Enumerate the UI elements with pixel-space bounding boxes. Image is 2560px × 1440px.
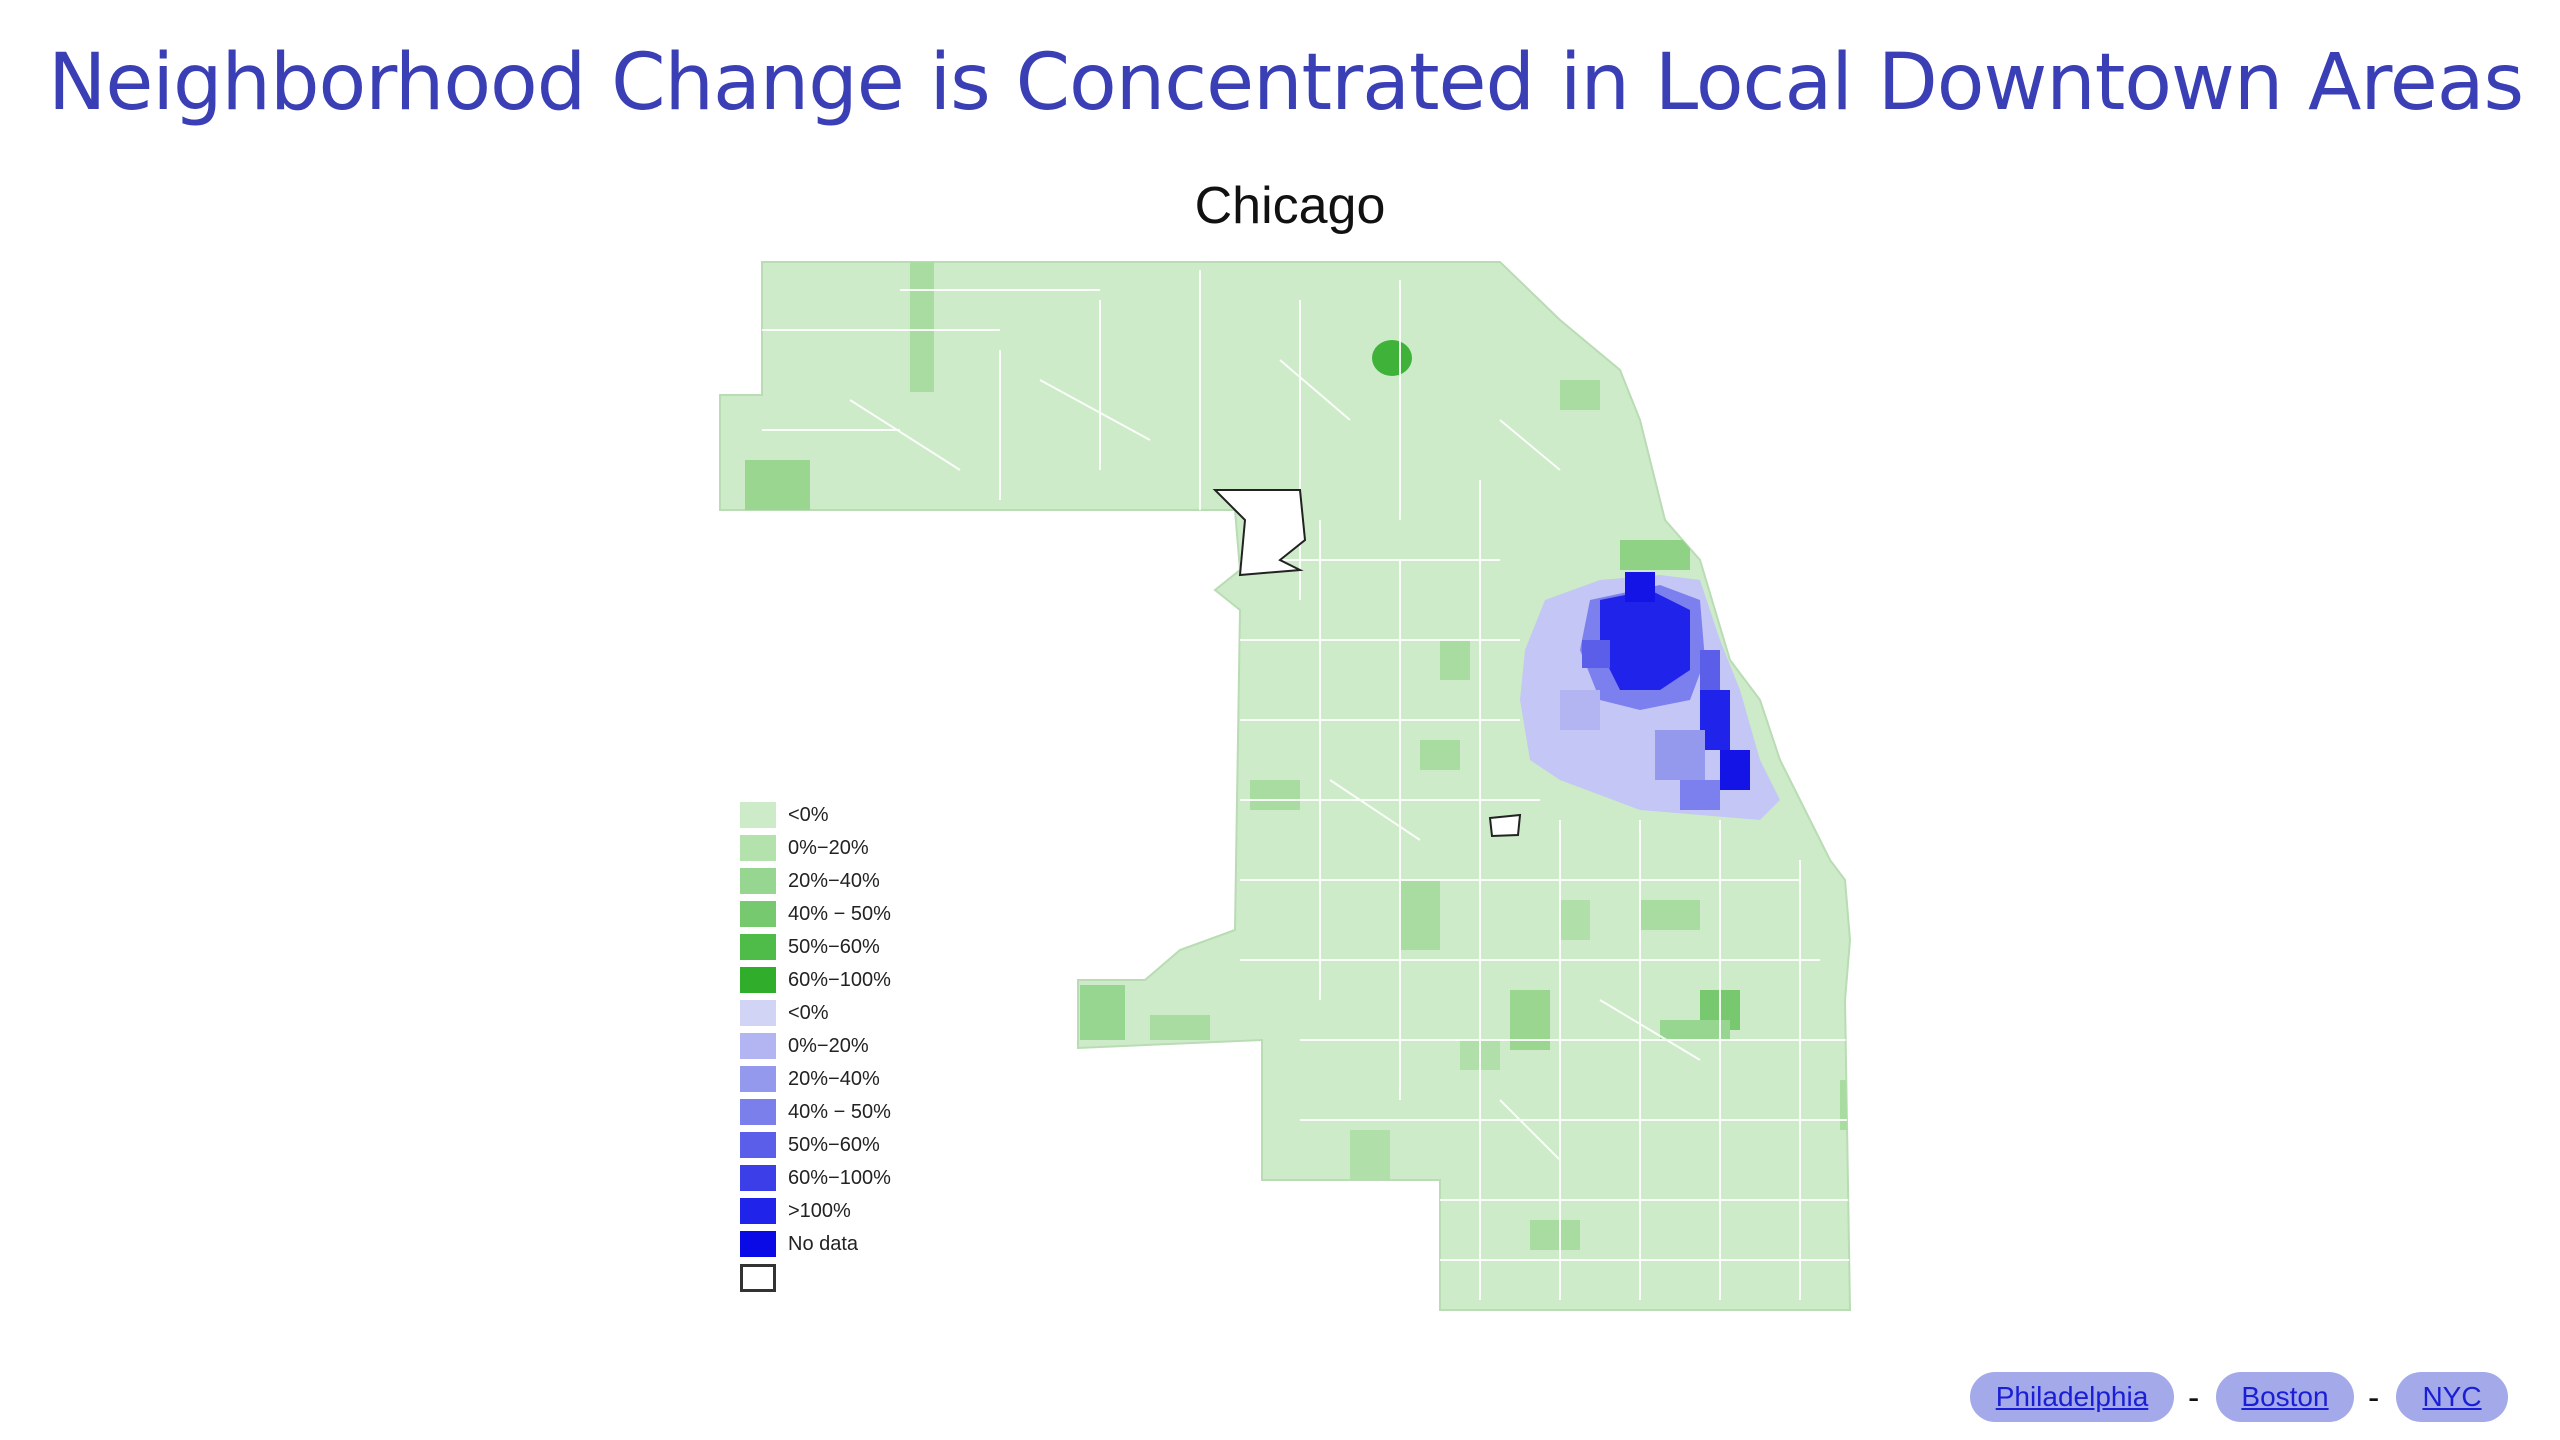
legend-item: <0% (740, 1000, 980, 1033)
legend-label: 20%−40% (788, 870, 880, 892)
legend-nodata-swatch (740, 1264, 776, 1292)
legend-label: No data (788, 1233, 859, 1255)
nav-separator: - (2188, 1379, 2200, 1417)
legend-item: 40% − 50% (740, 1099, 980, 1132)
legend-item: 50%−60% (740, 1132, 980, 1165)
legend-item: 60%−100% (740, 1165, 980, 1198)
legend-swatch (740, 934, 776, 960)
legend-label: 40% − 50% (788, 903, 891, 925)
legend-swatch (740, 1165, 776, 1191)
legend-swatch (740, 1066, 776, 1092)
excluded-area-south (1488, 813, 1522, 838)
legend-label: 20%−40% (788, 1068, 880, 1090)
legend-label: 60%−100% (788, 969, 891, 991)
legend-item: >100% (740, 1198, 980, 1231)
link-philadelphia[interactable]: Philadelphia (1970, 1372, 2174, 1422)
legend-item: 0%−20% (740, 1033, 980, 1066)
legend-swatch (740, 967, 776, 993)
nav-separator: - (2368, 1379, 2380, 1417)
link-nyc[interactable]: NYC (2396, 1372, 2508, 1422)
tract-boundaries (762, 270, 1850, 1300)
legend-item: 20%−40% (740, 1066, 980, 1099)
legend-item: 40% − 50% (740, 901, 980, 934)
legend-swatch (740, 1132, 776, 1158)
legend-swatch (740, 1033, 776, 1059)
slide-title: Neighborhood Change is Concentrated in L… (48, 38, 2524, 128)
legend-label: 50%−60% (788, 936, 880, 958)
legend-label: <0% (788, 1002, 829, 1024)
legend-label: 60%−100% (788, 1167, 891, 1189)
legend-label: 40% − 50% (788, 1101, 891, 1123)
legend-label: <0% (788, 804, 829, 826)
legend-swatch (740, 1000, 776, 1026)
map-title: Chicago (1194, 177, 1386, 235)
legend-label: 50%−60% (788, 1134, 880, 1156)
legend-label: 0%−20% (788, 1035, 869, 1057)
city-nav-links: Philadelphia - Boston - NYC (1970, 1372, 2530, 1424)
legend-swatch (740, 1198, 776, 1224)
legend-swatch (740, 802, 776, 828)
legend-label: 0%−20% (788, 837, 869, 859)
legend-swatch (740, 868, 776, 894)
legend-swatch (740, 1231, 776, 1257)
legend-item: 60%−100% (740, 967, 980, 1000)
link-boston[interactable]: Boston (2216, 1372, 2354, 1422)
map-legend: <0% 0%−20% 20%−40% 40% − 50% 50%−60% 60%… (740, 802, 980, 1292)
legend-item: 20%−40% (740, 868, 980, 901)
excluded-area-north (1212, 489, 1307, 577)
legend-label: >100% (788, 1200, 851, 1222)
legend-item: No data (740, 1231, 980, 1264)
legend-swatch (740, 835, 776, 861)
legend-swatch (740, 901, 776, 927)
legend-item: 50%−60% (740, 934, 980, 967)
legend-swatch (740, 1099, 776, 1125)
legend-item: <0% (740, 802, 980, 835)
legend-item: 0%−20% (740, 835, 980, 868)
